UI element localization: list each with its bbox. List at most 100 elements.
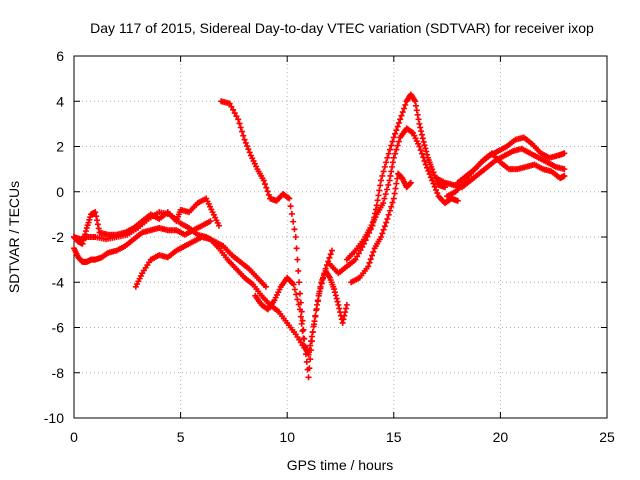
data-point [305, 351, 312, 358]
data-point [418, 150, 425, 157]
data-point [265, 191, 272, 198]
y-tick-label: 0 [56, 184, 64, 200]
data-point [94, 221, 101, 228]
data-point [388, 168, 395, 175]
data-point [230, 106, 237, 113]
data-point [357, 247, 364, 254]
data-point [393, 146, 400, 153]
data-point [299, 317, 306, 324]
data-point [414, 111, 421, 118]
data-point [384, 154, 391, 161]
data-point [433, 186, 440, 193]
data-point [317, 283, 324, 290]
data-point [295, 267, 302, 274]
data-point [383, 219, 390, 226]
data-point [237, 124, 244, 131]
data-point [389, 159, 396, 166]
series-12 [454, 150, 568, 186]
data-point [561, 166, 568, 173]
data-point [228, 103, 235, 110]
series-3 [71, 209, 269, 290]
data-point [454, 197, 461, 204]
data-point [306, 365, 313, 372]
data-point [310, 323, 317, 330]
y-axis-label: SDTVAR / TECUs [6, 181, 22, 293]
data-point [413, 107, 420, 114]
y-tick-label: 4 [56, 93, 64, 109]
data-point [314, 301, 321, 308]
data-point [244, 143, 251, 150]
data-point [290, 218, 297, 225]
data-point [389, 163, 396, 170]
data-point [242, 139, 249, 146]
data-point [226, 100, 233, 107]
data-point [393, 127, 400, 134]
data-point [369, 252, 376, 259]
data-point [390, 134, 397, 141]
data-point [421, 157, 428, 164]
data-point [231, 110, 238, 117]
data-point [327, 251, 334, 258]
data-point [313, 307, 320, 314]
data-point [312, 312, 319, 319]
data-point [561, 150, 568, 157]
data-point [398, 112, 405, 119]
data-point [380, 226, 387, 233]
data-point [378, 234, 385, 240]
data-point [424, 164, 431, 171]
data-point [246, 149, 253, 156]
data-point [385, 181, 392, 188]
data-point [300, 335, 307, 342]
data-point [424, 151, 431, 158]
data-point [395, 138, 402, 145]
data-point [296, 279, 303, 286]
data-point [388, 203, 395, 210]
data-point [79, 240, 86, 247]
data-point [307, 342, 314, 349]
data-point [335, 301, 342, 308]
data-point [328, 247, 335, 254]
data-point [390, 195, 397, 202]
data-point [420, 138, 427, 145]
data-point [262, 283, 269, 290]
data-point [374, 197, 381, 204]
data-point [298, 320, 305, 327]
data-point [418, 131, 425, 138]
series-8 [343, 125, 461, 263]
data-point [366, 259, 373, 266]
data-point [389, 199, 396, 206]
y-tick-label: -4 [52, 274, 65, 290]
data-point [425, 167, 432, 174]
data-point [426, 171, 433, 178]
data-point [397, 116, 404, 123]
data-point [264, 188, 271, 195]
data-point [407, 180, 414, 187]
data-point [296, 306, 303, 313]
data-point [387, 172, 394, 179]
data-point [421, 142, 428, 149]
data-point [379, 230, 386, 237]
y-tick-label: 2 [56, 139, 64, 155]
data-point [389, 138, 396, 145]
data-point [359, 243, 366, 250]
data-point [95, 225, 102, 232]
data-point [235, 116, 242, 123]
data-point [430, 169, 437, 176]
data-point [394, 123, 401, 130]
data-point [417, 124, 424, 131]
data-point [370, 248, 377, 255]
data-point [392, 150, 399, 157]
data-point [395, 119, 402, 126]
plot-frame [73, 55, 608, 419]
data-point [260, 177, 267, 184]
data-point [293, 291, 300, 298]
grid [74, 56, 607, 418]
data-point [245, 146, 252, 153]
data-point [423, 148, 430, 155]
series-2 [71, 195, 222, 247]
data-point [341, 312, 348, 319]
data-point [355, 250, 362, 257]
data-point [412, 98, 419, 105]
data-point [561, 172, 568, 179]
